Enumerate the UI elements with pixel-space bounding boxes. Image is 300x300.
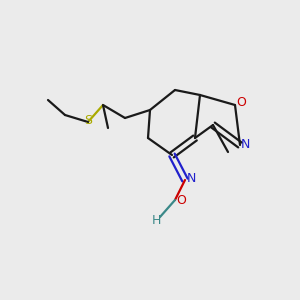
Text: O: O	[236, 97, 246, 110]
Text: S: S	[84, 113, 92, 127]
Text: O: O	[176, 194, 186, 206]
Text: H: H	[151, 214, 161, 226]
Text: N: N	[186, 172, 196, 185]
Text: N: N	[240, 139, 250, 152]
